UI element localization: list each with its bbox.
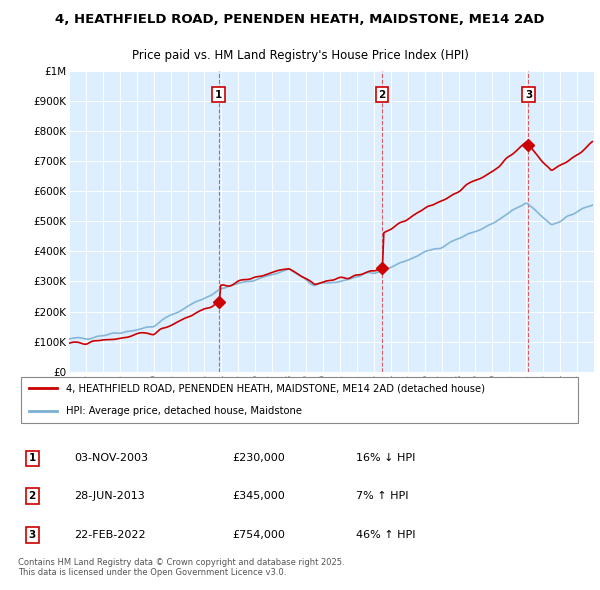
Text: 2: 2 — [28, 491, 36, 500]
Text: Price paid vs. HM Land Registry's House Price Index (HPI): Price paid vs. HM Land Registry's House … — [131, 48, 469, 62]
Text: 46% ↑ HPI: 46% ↑ HPI — [356, 530, 416, 540]
Text: HPI: Average price, detached house, Maidstone: HPI: Average price, detached house, Maid… — [66, 406, 302, 416]
Text: 2: 2 — [379, 90, 386, 100]
Text: 1: 1 — [215, 90, 223, 100]
Text: 28-JUN-2013: 28-JUN-2013 — [74, 491, 145, 500]
FancyBboxPatch shape — [21, 377, 578, 423]
Text: 4, HEATHFIELD ROAD, PENENDEN HEATH, MAIDSTONE, ME14 2AD: 4, HEATHFIELD ROAD, PENENDEN HEATH, MAID… — [55, 13, 545, 26]
Text: £230,000: £230,000 — [232, 454, 285, 463]
Text: 4, HEATHFIELD ROAD, PENENDEN HEATH, MAIDSTONE, ME14 2AD (detached house): 4, HEATHFIELD ROAD, PENENDEN HEATH, MAID… — [66, 383, 485, 393]
Text: 22-FEB-2022: 22-FEB-2022 — [74, 530, 146, 540]
Text: 16% ↓ HPI: 16% ↓ HPI — [356, 454, 416, 463]
Text: 7% ↑ HPI: 7% ↑ HPI — [356, 491, 409, 500]
Text: 1: 1 — [28, 454, 36, 463]
Text: 3: 3 — [525, 90, 532, 100]
Text: 3: 3 — [28, 530, 36, 540]
Text: £754,000: £754,000 — [232, 530, 285, 540]
Text: 03-NOV-2003: 03-NOV-2003 — [74, 454, 148, 463]
Text: £345,000: £345,000 — [232, 491, 285, 500]
Text: Contains HM Land Registry data © Crown copyright and database right 2025.
This d: Contains HM Land Registry data © Crown c… — [18, 558, 344, 577]
